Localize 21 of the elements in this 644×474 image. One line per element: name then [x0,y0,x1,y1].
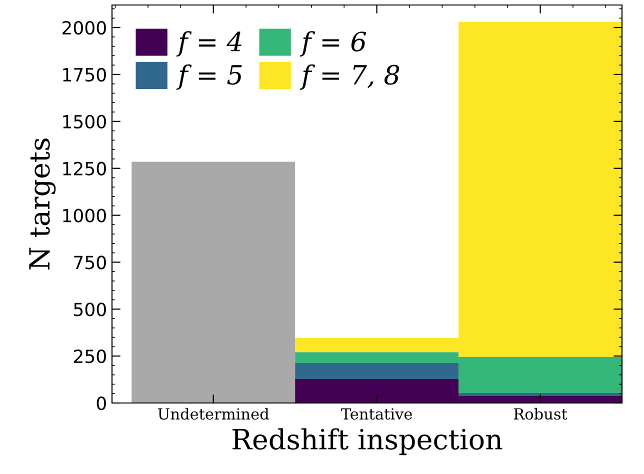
bar [132,162,296,403]
x-tick-label: Robust [514,408,568,420]
bar [458,393,622,396]
y-tick-label: 1250 [63,162,106,176]
legend-label: f = 5 [176,64,242,90]
legend-label: f = 6 [300,31,366,57]
y-tick-label: 750 [74,256,106,270]
x-axis-title: Redshift inspection [232,428,502,456]
legend-label: f = 7, 8 [300,64,400,90]
y-tick-label: 1000 [63,208,106,222]
x-tick-label: Undetermined [158,408,269,420]
y-axis-title: N targets [29,138,56,270]
y-tick-label: 2000 [62,20,106,35]
y-tick-label: 250 [74,350,106,364]
y-tick-label: 500 [74,302,106,316]
y-tick-label: 1500 [63,114,106,129]
legend-label: f = 4 [176,31,242,57]
y-tick-label: 1750 [63,68,106,82]
y-tick-label: 0 [96,396,106,410]
bar [295,363,459,379]
x-tick-label: Tentative [341,408,412,420]
